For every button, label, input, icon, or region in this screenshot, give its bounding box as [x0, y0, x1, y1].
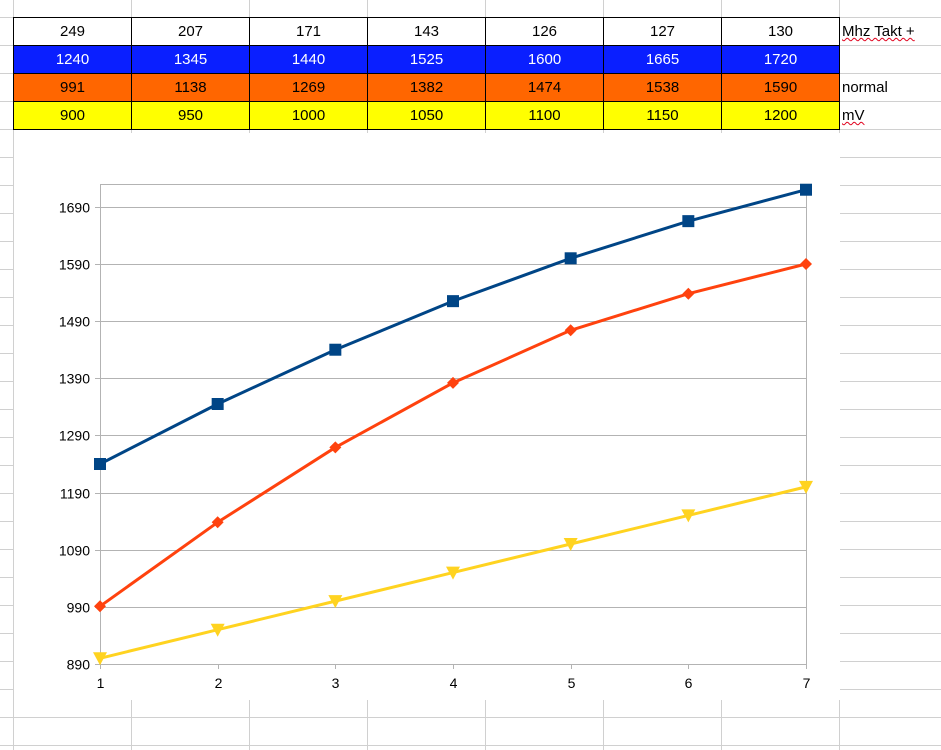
table-row: 991 1138 1269 1382 1474 1538 1590: [13, 73, 840, 102]
y-tick-label: 1490: [59, 314, 90, 330]
table-cell[interactable]: 1590: [721, 73, 840, 102]
series-line: [99, 188, 807, 466]
data-point-square[interactable]: [329, 343, 342, 356]
data-point-triangle[interactable]: [93, 652, 107, 666]
data-point-triangle[interactable]: [328, 595, 343, 609]
data-point-diamond[interactable]: [94, 600, 106, 613]
table-cell[interactable]: 130: [721, 17, 840, 46]
data-point-diamond[interactable]: [329, 441, 342, 454]
y-tick-label: 1390: [59, 371, 90, 387]
row-label-mv[interactable]: mV: [842, 107, 865, 124]
table-cell[interactable]: 1382: [367, 73, 486, 102]
data-point-triangle[interactable]: [446, 566, 460, 580]
table-cell[interactable]: 1150: [603, 101, 722, 130]
table-cell[interactable]: 143: [367, 17, 486, 46]
data-point-square[interactable]: [94, 458, 106, 470]
data-table: 249 207 171 143 126 127 130 1240 1345 14…: [13, 17, 840, 130]
row-label-mhz[interactable]: Mhz Takt +: [842, 23, 915, 40]
table-cell[interactable]: 1538: [603, 73, 722, 102]
table-cell[interactable]: 1100: [485, 101, 604, 130]
table-cell[interactable]: 1720: [721, 45, 840, 74]
x-tick-label: 7: [803, 675, 811, 691]
data-point-diamond[interactable]: [447, 376, 459, 389]
table-cell[interactable]: 950: [131, 101, 250, 130]
table-cell[interactable]: 1269: [249, 73, 368, 102]
table-cell[interactable]: 249: [13, 17, 132, 46]
table-row: 900 950 1000 1050 1100 1150 1200: [13, 101, 840, 130]
x-tick-label: 4: [450, 675, 458, 691]
data-point-diamond[interactable]: [800, 258, 812, 270]
data-point-square[interactable]: [564, 252, 577, 265]
row-label-normal[interactable]: normal: [842, 79, 888, 96]
x-tick-label: 2: [215, 675, 223, 691]
x-tick-label: 3: [332, 675, 340, 691]
table-cell[interactable]: 1138: [131, 73, 250, 102]
table-cell[interactable]: 171: [249, 17, 368, 46]
table-cell[interactable]: 1665: [603, 45, 722, 74]
x-tick-label: 1: [97, 675, 105, 691]
y-tick-label: 1190: [60, 486, 90, 502]
table-cell[interactable]: 1240: [13, 45, 132, 74]
chart-canvas: 890 990 1090 1190 1290 1390 1490 1590 1690 1 2 3 4 5 6…: [59, 183, 813, 691]
data-point-square[interactable]: [682, 215, 695, 228]
table-cell[interactable]: 1000: [249, 101, 368, 130]
table-cell[interactable]: 207: [131, 17, 250, 46]
y-tick-label: 990: [67, 600, 91, 616]
table-cell[interactable]: 1200: [721, 101, 840, 130]
table-cell[interactable]: 991: [13, 73, 132, 102]
y-tick-label: 1590: [59, 257, 90, 273]
table-cell[interactable]: 900: [13, 101, 132, 130]
table-cell[interactable]: 1440: [249, 45, 368, 74]
data-point-triangle[interactable]: [681, 509, 696, 523]
line-chart[interactable]: 890 990 1090 1190 1290 1390 1490 1590 1690 1 2 3 4 5 6…: [14, 133, 840, 700]
table-row: 249 207 171 143 126 127 130: [13, 17, 840, 46]
data-point-square[interactable]: [800, 183, 812, 196]
data-point-triangle[interactable]: [210, 623, 225, 637]
table-cell[interactable]: 1050: [367, 101, 486, 130]
y-tick-label: 1290: [59, 428, 90, 444]
data-point-triangle[interactable]: [563, 538, 578, 551]
y-tick-label: 1690: [59, 200, 90, 216]
data-point-triangle[interactable]: [799, 480, 813, 494]
table-cell[interactable]: 126: [485, 17, 604, 46]
data-point-diamond[interactable]: [682, 287, 695, 300]
x-tick-label: 5: [568, 675, 576, 691]
table-cell[interactable]: 1600: [485, 45, 604, 74]
table-row: 1240 1345 1440 1525 1600 1665 1720: [13, 45, 840, 74]
y-tick-label: 1090: [59, 543, 90, 559]
data-point-square[interactable]: [447, 295, 459, 308]
table-cell[interactable]: 1474: [485, 73, 604, 102]
data-point-diamond[interactable]: [211, 516, 224, 529]
data-point-square[interactable]: [211, 398, 224, 410]
table-cell[interactable]: 1525: [367, 45, 486, 74]
table-cell[interactable]: 1345: [131, 45, 250, 74]
table-cell[interactable]: 127: [603, 17, 722, 46]
x-tick-label: 6: [685, 675, 693, 691]
y-tick-label: 890: [67, 657, 91, 673]
data-point-diamond[interactable]: [564, 324, 577, 337]
